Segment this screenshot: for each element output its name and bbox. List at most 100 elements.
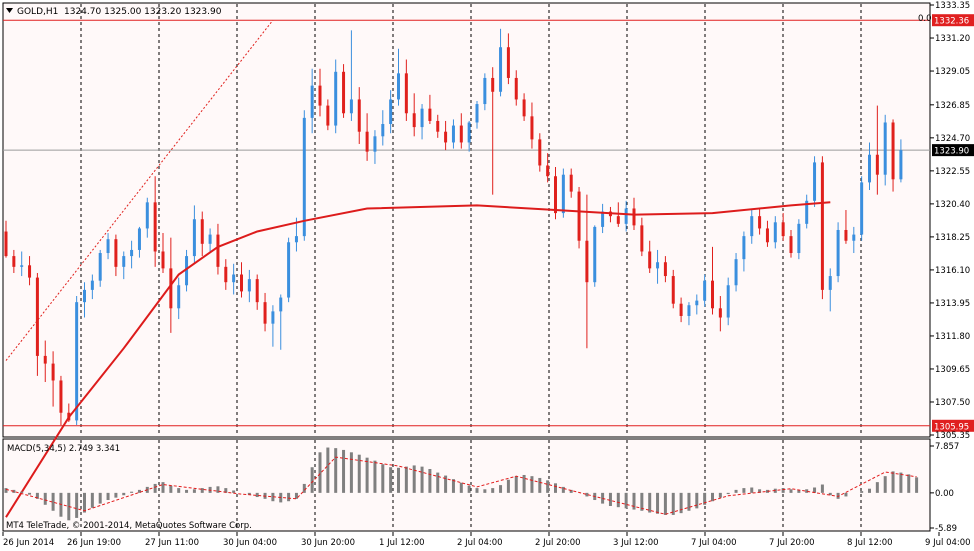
candle-body — [703, 280, 707, 301]
time-axis[interactable]: 26 Jun 2014 26 Jun 19:00 27 Jun 11:00 30 Ju… — [2, 532, 971, 548]
price-tick-label: 1305.35 — [935, 431, 970, 441]
time-tick-label: 7 Jul 04:00 — [691, 538, 737, 548]
price-axis[interactable]: 1333.35 1331.20 1329.05 1326.85 1324.70 1322.… — [930, 1, 970, 441]
price-pane[interactable] — [2, 2, 931, 438]
candle-body — [506, 47, 510, 78]
time-tick-label: 2 Jul 04:00 — [457, 538, 503, 548]
candle-body — [546, 165, 550, 177]
level-label: 0.0 — [918, 14, 932, 24]
candle-body — [569, 174, 573, 192]
macd-tick-label: 0.00 — [935, 489, 954, 499]
candle-body — [177, 285, 181, 309]
candle-body — [208, 234, 212, 244]
candle-body — [294, 236, 298, 243]
candle-body — [114, 239, 118, 267]
current-price-marker — [932, 144, 974, 157]
candle-body — [813, 162, 817, 201]
level-marker-label: 1305.95 — [934, 422, 969, 432]
candle-body — [404, 73, 408, 114]
price-tick-label: 1331.20 — [935, 34, 970, 44]
candle-body — [224, 266, 228, 283]
candle-body — [334, 71, 338, 126]
candle-body — [137, 228, 141, 250]
candle-body — [883, 122, 887, 175]
candle-body — [436, 120, 440, 132]
candle-body — [491, 77, 495, 92]
candle-body — [12, 256, 16, 267]
time-tick-label: 26 Jun 2014 — [3, 538, 54, 548]
candle-body — [679, 303, 683, 316]
candle-body — [765, 228, 769, 243]
price-tick-label: 1313.95 — [935, 299, 970, 309]
candle-body — [789, 236, 793, 254]
candle-body — [444, 131, 448, 143]
level-marker-label: 1332.36 — [934, 17, 969, 27]
candle-body — [648, 251, 652, 269]
candle-body — [624, 208, 628, 224]
candle-body — [192, 219, 196, 257]
price-tick-label: 1322.55 — [935, 167, 970, 177]
candle-body — [342, 71, 346, 114]
candle-body — [318, 85, 322, 106]
fib-line — [5, 19, 274, 361]
macd-tick-label: 7.857 — [935, 442, 959, 452]
candle-body — [899, 150, 903, 180]
copyright-text: MT4 TeleTrade, © 2001-2014, MetaQuotes S… — [6, 521, 252, 531]
candle-body — [561, 174, 565, 214]
macd-pane[interactable] — [2, 438, 931, 532]
candle-body — [640, 225, 644, 252]
fibonacci-line[interactable] — [5, 19, 274, 361]
candle-body — [718, 308, 722, 318]
time-tick-label: 27 Jun 11:00 — [145, 538, 199, 548]
candle-body — [844, 229, 848, 241]
candle-body — [98, 253, 102, 281]
candle-body — [758, 216, 762, 229]
candle-body — [287, 242, 291, 298]
candle-body — [671, 276, 675, 304]
candle-body — [451, 125, 455, 143]
candle-body — [687, 305, 691, 316]
candle-body — [349, 99, 353, 114]
candle-body — [365, 131, 369, 152]
candle-body — [122, 256, 126, 267]
macd-indicator — [4, 447, 919, 521]
ma-line — [5, 201, 831, 518]
candle-body — [663, 262, 667, 277]
time-tick-label: 30 Jun 20:00 — [301, 538, 355, 548]
candle-body — [773, 222, 777, 243]
macd-signal-line — [5, 456, 917, 515]
candle-body — [232, 274, 236, 283]
macd-title: MACD(5,34,5) 2.749 3.341 — [7, 444, 120, 454]
candle-body — [28, 265, 32, 278]
candle-body — [279, 297, 283, 312]
candle-body — [90, 280, 94, 290]
time-tick-label: 26 Jun 19:00 — [67, 538, 121, 548]
candle-body — [247, 279, 251, 292]
candle-body — [891, 122, 895, 180]
candle-body — [428, 108, 432, 121]
candle-body — [59, 380, 63, 413]
candle-body — [499, 47, 503, 92]
price-tick-label: 1318.25 — [935, 233, 970, 243]
price-tick-label: 1307.50 — [935, 398, 970, 408]
candle-body — [302, 117, 306, 237]
price-tick-label: 1316.10 — [935, 266, 970, 276]
time-tick-label: 9 Jul 04:00 — [925, 538, 971, 548]
candle-body — [695, 300, 699, 306]
candle-body — [852, 234, 856, 241]
price-tick-label: 1309.65 — [935, 365, 970, 375]
candle-body — [632, 208, 636, 226]
ohlc-readout: 1324.70 1325.00 1323.20 1323.90 — [64, 7, 222, 17]
candle-body — [734, 259, 738, 286]
candle-body — [4, 231, 8, 257]
candle-body — [381, 124, 385, 137]
candle-body — [820, 162, 824, 290]
triangle-down-icon[interactable] — [6, 8, 13, 13]
time-tick-label: 8 Jul 12:00 — [847, 538, 893, 548]
candle-body — [656, 262, 660, 269]
candle-body — [185, 256, 189, 286]
candle-body — [412, 113, 416, 128]
candle-body — [153, 202, 157, 252]
candle-body — [726, 285, 730, 318]
